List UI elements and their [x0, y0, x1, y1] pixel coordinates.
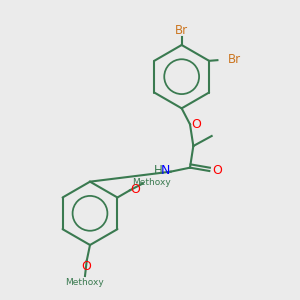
Text: Methoxy: Methoxy: [66, 278, 104, 287]
Text: Br: Br: [175, 25, 188, 38]
Text: Methoxy: Methoxy: [132, 178, 171, 187]
Text: H: H: [154, 164, 162, 177]
Text: O: O: [82, 260, 92, 274]
Text: O: O: [212, 164, 222, 178]
Text: Br: Br: [227, 53, 241, 66]
Text: O: O: [191, 118, 201, 131]
Text: N: N: [160, 164, 170, 177]
Text: O: O: [130, 183, 140, 196]
